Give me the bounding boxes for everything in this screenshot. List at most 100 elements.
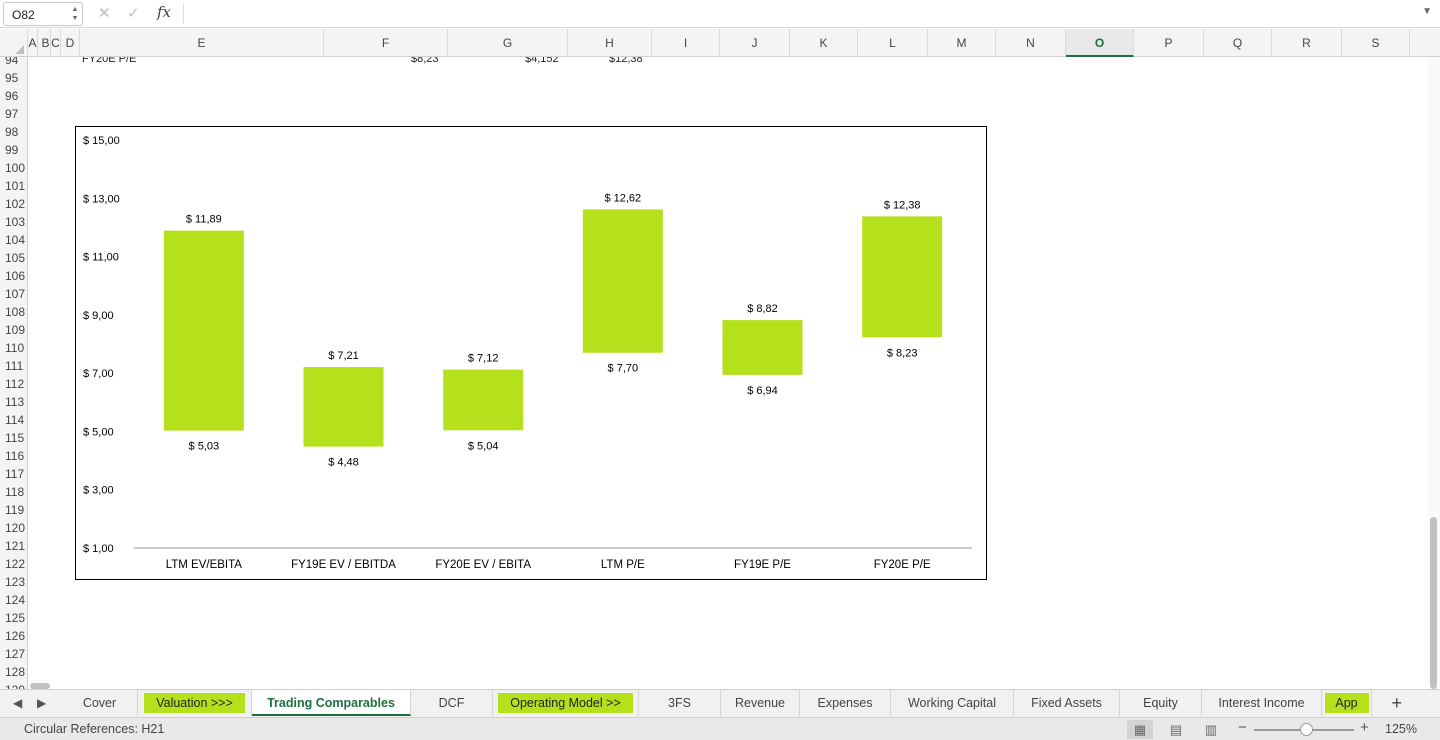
sheet-tab-operating-model[interactable]: Operating Model >> (493, 690, 639, 716)
sheet-grid[interactable]: FY20E P/E $8,23 $4,152 $12,38 (29, 57, 1429, 689)
row-header-110[interactable]: 110 (5, 341, 25, 355)
cancel-icon[interactable]: ✕ (98, 5, 111, 22)
check-icon[interactable]: ✓ (127, 5, 140, 22)
zoom-out-icon[interactable]: − (1238, 719, 1247, 736)
zoom-in-icon[interactable]: + (1360, 719, 1369, 736)
sheet-tab-fixed-assets[interactable]: Fixed Assets (1014, 690, 1120, 716)
column-header-g[interactable]: G (448, 29, 568, 57)
row-header-108[interactable]: 108 (5, 305, 26, 319)
vertical-scrollbar-thumb[interactable] (1430, 517, 1437, 689)
cell-h94[interactable]: $12,38 (609, 57, 643, 65)
row-header-115[interactable]: 115 (5, 431, 25, 445)
sheet-tab-expenses[interactable]: Expenses (800, 690, 891, 716)
column-header-a[interactable]: A (28, 29, 38, 57)
row-header-100[interactable]: 100 (5, 161, 26, 175)
row-header-103[interactable]: 103 (5, 215, 26, 229)
sheet-tab-working-capital[interactable]: Working Capital (891, 690, 1014, 716)
sheet-tabs-bar: ◀ ▶ + Cover Valuation >>> Trading Comparab… (0, 683, 1440, 717)
row-header-99[interactable]: 99 (5, 143, 19, 157)
sheet-tab-3fs[interactable]: 3FS (639, 690, 721, 716)
row-header-122[interactable]: 122 (5, 557, 26, 571)
chevron-down-icon[interactable]: ▼ (1422, 6, 1432, 17)
normal-view-icon[interactable]: ▦ (1127, 720, 1153, 739)
row-header-109[interactable]: 109 (5, 323, 26, 337)
circular-references-status[interactable]: Circular References: H21 (24, 722, 165, 736)
horizontal-scrollbar-thumb[interactable] (30, 683, 50, 689)
column-header-r[interactable]: R (1272, 29, 1342, 57)
row-header-118[interactable]: 118 (5, 485, 25, 499)
page-layout-icon[interactable]: ▤ (1169, 722, 1183, 737)
column-header-b[interactable]: B (41, 29, 51, 57)
valuation-range-chart[interactable]: $ 1,00 $ 3,00 $ 5,00 $ 7,00 $ 9,00 $ 11,00 $ 1… (75, 126, 987, 580)
sheet-tab-label: Equity (1143, 696, 1178, 710)
sheet-tab-revenue[interactable]: Revenue (721, 690, 800, 716)
row-header-101[interactable]: 101 (5, 179, 26, 193)
row-header-129[interactable]: 129 (0, 681, 27, 689)
next-sheet-arrow-icon[interactable]: ▶ (37, 696, 47, 710)
column-header-k[interactable]: K (790, 29, 858, 57)
function-icon[interactable]: fx (157, 3, 172, 21)
zoom-slider-knob[interactable] (1300, 723, 1313, 736)
row-header-126[interactable]: 126 (5, 629, 26, 643)
column-header-s[interactable]: S (1342, 29, 1410, 57)
sheet-tab-trading-comparables[interactable]: Trading Comparables (252, 690, 411, 716)
row-header-121[interactable]: 121 (5, 539, 26, 553)
row-header-98[interactable]: 98 (5, 125, 19, 139)
row-header-111[interactable]: 111 (5, 359, 24, 373)
column-header-i[interactable]: I (652, 29, 720, 57)
column-header-c[interactable]: C (51, 29, 61, 57)
row-header-117[interactable]: 117 (5, 467, 25, 481)
formula-input[interactable] (192, 6, 1412, 22)
high-value-label: $ 12,38 (884, 199, 921, 211)
column-header-o[interactable]: O (1066, 29, 1134, 57)
row-header-94[interactable]: 94 (5, 57, 19, 67)
sheet-tab-cover[interactable]: Cover (62, 690, 138, 716)
row-header-96[interactable]: 96 (5, 89, 19, 103)
sheet-tab-valuation[interactable]: Valuation >>> (138, 690, 252, 716)
y-tick-label: $ 13,00 (83, 193, 120, 205)
sheet-tab-dcf[interactable]: DCF (411, 690, 493, 716)
row-header-119[interactable]: 119 (5, 503, 25, 517)
name-box[interactable]: O82 ▲ ▼ (3, 2, 83, 26)
row-header-124[interactable]: 124 (5, 593, 26, 607)
row-header-128[interactable]: 128 (5, 665, 26, 679)
row-header-116[interactable]: 116 (5, 449, 25, 463)
column-header-q[interactable]: Q (1204, 29, 1272, 57)
row-header-106[interactable]: 106 (5, 269, 26, 283)
row-header-127[interactable]: 127 (5, 647, 26, 661)
column-header-d[interactable]: D (61, 29, 80, 57)
row-header-120[interactable]: 120 (5, 521, 26, 535)
sheet-tab-app[interactable]: App (1322, 690, 1372, 716)
column-header-m[interactable]: M (928, 29, 996, 57)
column-header-e[interactable]: E (80, 29, 324, 57)
cell-f94[interactable]: $8,23 (411, 57, 439, 65)
column-header-h[interactable]: H (568, 29, 652, 57)
column-header-f[interactable]: F (324, 29, 448, 57)
row-header-95[interactable]: 95 (5, 71, 19, 85)
row-header-107[interactable]: 107 (5, 287, 26, 301)
column-header-p[interactable]: P (1134, 29, 1204, 57)
row-header-123[interactable]: 123 (5, 575, 26, 589)
sheet-tab-equity[interactable]: Equity (1120, 690, 1202, 716)
row-header-113[interactable]: 113 (5, 395, 25, 409)
page-break-preview-icon[interactable]: ▥ (1204, 722, 1218, 737)
vertical-scrollbar[interactable] (1428, 57, 1440, 689)
zoom-level[interactable]: 125% (1385, 722, 1417, 736)
select-all-corner[interactable] (0, 29, 28, 57)
sheet-tab-interest-income[interactable]: Interest Income (1202, 690, 1322, 716)
row-header-125[interactable]: 125 (5, 611, 26, 625)
row-header-114[interactable]: 114 (5, 413, 25, 427)
row-header-102[interactable]: 102 (5, 197, 26, 211)
name-box-stepper-icon[interactable]: ▲ ▼ (71, 6, 79, 22)
cell-g94[interactable]: $4,152 (525, 57, 559, 65)
column-header-n[interactable]: N (996, 29, 1066, 57)
cell-e94[interactable]: FY20E P/E (82, 57, 137, 65)
row-header-104[interactable]: 104 (5, 233, 26, 247)
row-header-105[interactable]: 105 (5, 251, 26, 265)
row-header-97[interactable]: 97 (5, 107, 19, 121)
column-header-j[interactable]: J (720, 29, 790, 57)
column-header-l[interactable]: L (858, 29, 928, 57)
previous-sheet-arrow-icon[interactable]: ◀ (13, 696, 23, 710)
row-header-112[interactable]: 112 (5, 377, 25, 391)
add-sheet-icon[interactable]: + (1391, 693, 1402, 713)
